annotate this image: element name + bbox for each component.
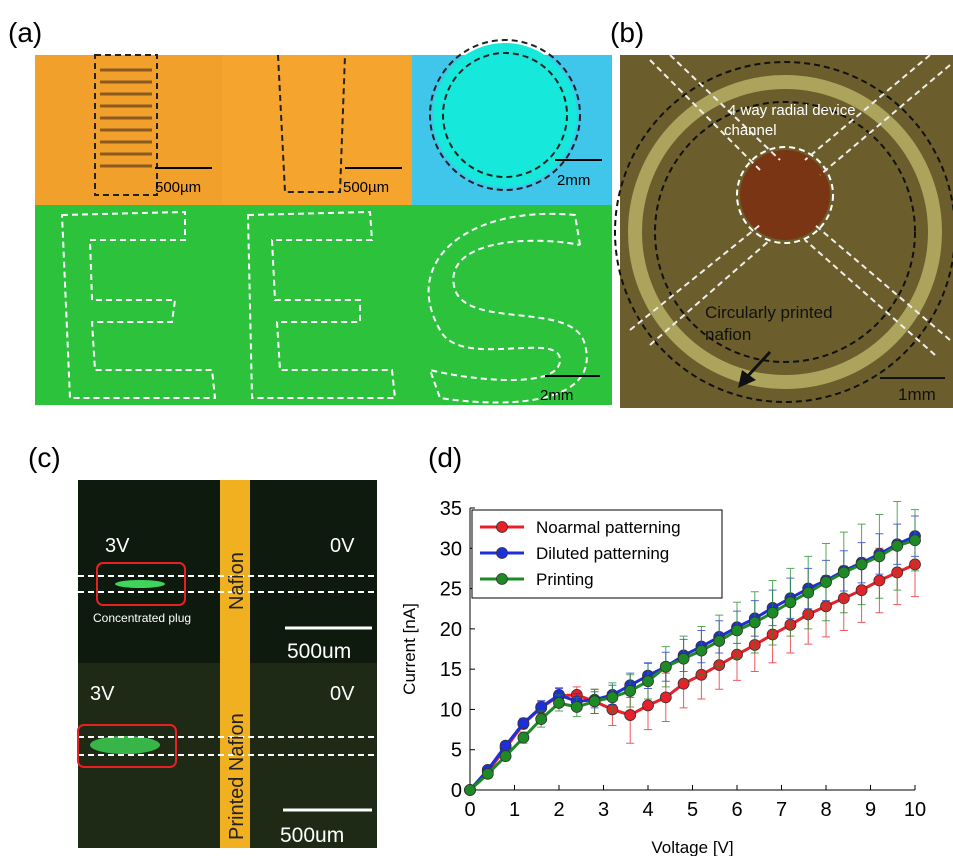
panel-label: (b)	[610, 17, 644, 48]
data-point	[536, 714, 547, 725]
data-point	[785, 597, 796, 608]
micrograph-detail	[433, 43, 577, 187]
x-tick-label: 2	[553, 799, 564, 821]
data-point	[643, 700, 654, 711]
legend-label: Printing	[536, 570, 594, 589]
y-tick-label: 25	[440, 579, 462, 601]
voltage: 3V	[90, 683, 115, 705]
data-point	[838, 567, 849, 578]
legend-marker	[497, 522, 508, 533]
data-point	[749, 617, 760, 628]
data-point	[660, 661, 671, 672]
x-tick-label: 3	[598, 799, 609, 821]
legend-marker	[497, 574, 508, 585]
plug	[90, 736, 160, 754]
voltage: 0V	[330, 683, 355, 705]
x-tick-label: 1	[509, 799, 520, 821]
x-tick-label: 5	[687, 799, 698, 821]
data-point	[518, 718, 529, 729]
x-tick-label: 8	[820, 799, 831, 821]
data-point	[643, 676, 654, 687]
data-point	[660, 692, 671, 703]
data-point	[500, 740, 511, 751]
data-point	[767, 607, 778, 618]
y-tick-label: 15	[440, 659, 462, 681]
y-tick-label: 35	[440, 498, 462, 520]
scale-bar-label: 500µm	[343, 179, 389, 196]
data-point	[892, 540, 903, 551]
scale-bar-label: 2mm	[557, 172, 590, 189]
data-point	[589, 696, 600, 707]
data-point	[714, 635, 725, 646]
x-tick-label: 4	[642, 799, 653, 821]
plug	[115, 580, 165, 588]
scale-bar-label: 500µm	[155, 179, 201, 196]
voltage: 3V	[105, 535, 130, 557]
panel-label: (c)	[28, 442, 61, 473]
scale-bar-label: 500um	[280, 824, 344, 847]
page: (a) 500µm 500µm 2mm 2mm (b) 4 way radial…	[0, 0, 953, 861]
data-point	[821, 577, 832, 588]
data-point	[696, 645, 707, 656]
strip-label: Printed Nafion	[226, 713, 248, 840]
data-point	[607, 692, 618, 703]
y-tick-label: 20	[440, 619, 462, 641]
y-axis-label: Current [nA]	[400, 603, 419, 695]
data-point	[856, 559, 867, 570]
chart: 0 5 10 15 20 25 30 35 0 1 2 3 4 5 6 7 8 9 10 Voltage [V] Cur…	[400, 498, 926, 856]
micrograph	[35, 205, 612, 405]
scale-bar-label: 2mm	[540, 387, 573, 404]
scale-bar-label: 1mm	[898, 385, 936, 404]
y-tick-label: 0	[451, 780, 462, 802]
data-point	[625, 710, 636, 721]
data-point	[518, 732, 529, 743]
data-point	[465, 785, 476, 796]
data-point	[554, 697, 565, 708]
x-tick-label: 0	[464, 799, 475, 821]
panel-label: (a)	[8, 17, 42, 48]
legend-marker	[497, 548, 508, 559]
data-point	[571, 702, 582, 713]
data-point	[678, 653, 689, 664]
data-point	[803, 587, 814, 598]
y-tick-label: 30	[440, 538, 462, 560]
strip-label: Nafion	[226, 552, 248, 610]
legend-label: Diluted patterning	[536, 544, 669, 563]
figure: (a) 500µm 500µm 2mm 2mm (b) 4 way radial…	[0, 0, 953, 856]
data-point	[500, 751, 511, 762]
data-point	[732, 625, 743, 636]
data-point	[874, 551, 885, 562]
x-axis-label: Voltage [V]	[651, 838, 733, 856]
panel-label: (d)	[428, 442, 462, 473]
x-tick-label: 10	[904, 799, 926, 821]
legend-label: Noarmal patterning	[536, 518, 681, 537]
data-point	[625, 685, 636, 696]
x-tick-label: 9	[865, 799, 876, 821]
x-tick-label: 6	[731, 799, 742, 821]
y-tick-label: 5	[451, 740, 462, 762]
scale-bar-label: 500um	[287, 640, 351, 663]
annotation: Concentrated plug	[93, 611, 191, 625]
data-point	[910, 535, 921, 546]
y-tick-label: 10	[440, 699, 462, 721]
data-point	[482, 768, 493, 779]
x-tick-label: 7	[776, 799, 787, 821]
voltage: 0V	[330, 535, 355, 557]
